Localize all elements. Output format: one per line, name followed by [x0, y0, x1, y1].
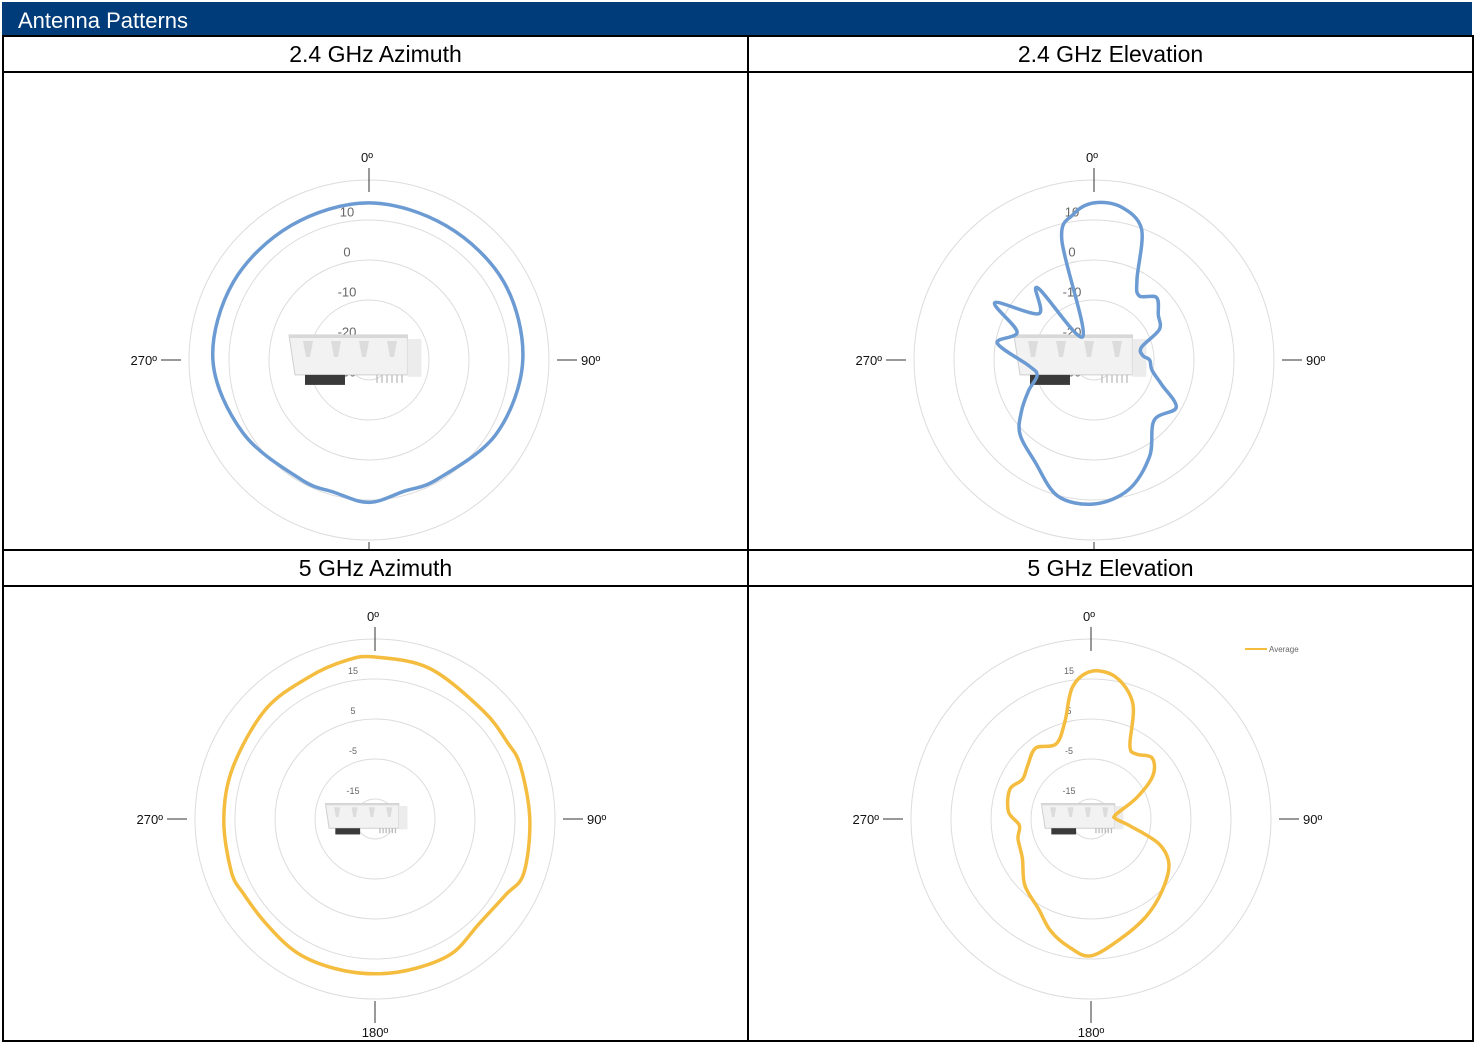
grid-ring	[950, 678, 1232, 960]
device-vent	[1050, 807, 1057, 818]
device-vent	[351, 807, 358, 818]
direction-label-180: 180º	[362, 1025, 389, 1040]
grid-ring	[268, 259, 470, 461]
direction-label-270: 270º	[137, 812, 164, 827]
device-side-heatsink	[1114, 805, 1124, 830]
grid-ring	[1030, 758, 1152, 880]
device-vent	[1028, 341, 1038, 357]
polar-chart-2g-elevation: 100-10-20-300º90º180º270º	[856, 150, 1325, 549]
antenna-patterns-table: 2.4 GHz Azimuth 2.4 GHz Elevation 10 0 -10…	[2, 35, 1474, 1042]
polar-chart-2g-azimuth: 100-10-20-300º90º180º270º	[131, 150, 600, 549]
radial-tick-label: -10	[338, 285, 357, 300]
polar-chart-5g-elevation: 155-5-15-250º90º180º270ºAverage	[853, 609, 1323, 1040]
radial-tick-label: -5	[1065, 746, 1073, 756]
device-vent	[387, 341, 397, 357]
plot-cell-2g-elevation: 100-10-20-300º90º180º270º	[747, 71, 1474, 551]
direction-label-90: 90º	[1303, 812, 1322, 827]
device-vent	[1084, 341, 1094, 357]
grid-ring	[314, 758, 436, 880]
legend-label: Average	[1269, 645, 1299, 654]
device-side-heatsink	[1132, 339, 1147, 377]
polar-chart-5g-azimuth: 155-5-15-250º90º180º270º	[137, 609, 607, 1040]
device-connector-block	[335, 828, 361, 835]
device-vent	[331, 341, 341, 357]
direction-label-90: 90º	[1306, 353, 1325, 368]
radial-tick-label: 0	[1068, 245, 1075, 260]
direction-label-90: 90º	[587, 812, 606, 827]
pattern-line	[210, 201, 525, 505]
radial-tick-label: 5	[1066, 706, 1071, 716]
radial-tick-label: 0	[343, 245, 350, 260]
grid-ring	[990, 718, 1192, 920]
grid-ring	[274, 718, 476, 920]
direction-label-270: 270º	[856, 353, 883, 368]
direction-label-0: 0º	[361, 150, 373, 165]
direction-label-90: 90º	[581, 353, 600, 368]
plot-cell-5g-azimuth: 155-5-15-250º90º180º270º	[2, 585, 749, 1042]
radial-tick-label: -15	[1062, 786, 1075, 796]
panel-title-5g-elevation: 5 GHz Elevation	[747, 549, 1474, 587]
direction-label-180: 180º	[1078, 1025, 1105, 1040]
pattern-line	[1005, 669, 1171, 958]
direction-label-270: 270º	[131, 353, 158, 368]
device-vent	[334, 807, 341, 818]
section-header: Antenna Patterns	[2, 2, 1472, 35]
device-top-edge	[289, 335, 408, 338]
device-vent	[386, 807, 393, 818]
plot-cell-2g-azimuth: 100-10-20-300º90º180º270º	[2, 71, 749, 551]
radial-tick-label: 15	[348, 666, 358, 676]
device-top-edge	[1041, 803, 1115, 806]
panel-title-2g-elevation: 2.4 GHz Elevation	[747, 35, 1474, 73]
grid-ring	[993, 259, 1195, 461]
radial-tick-label: 10	[1065, 205, 1079, 220]
plot-cell-5g-elevation: 155-5-15-250º90º180º270ºAverage	[747, 585, 1474, 1042]
panel-title-5g-azimuth: 5 GHz Azimuth	[2, 549, 749, 587]
radial-tick-label: 10	[340, 205, 354, 220]
device-vent	[1102, 807, 1109, 818]
direction-label-0: 0º	[1086, 150, 1098, 165]
direction-label-270: 270º	[853, 812, 880, 827]
device-vent	[1112, 341, 1122, 357]
device-top-edge	[1014, 335, 1133, 338]
radial-tick-label: 5	[350, 706, 355, 716]
access-point-device-image	[1040, 803, 1124, 835]
panel-title-2g-azimuth: 2.4 GHz Azimuth	[2, 35, 749, 73]
device-side-heatsink	[407, 339, 422, 377]
device-vent	[359, 341, 369, 357]
access-point-device-image	[324, 803, 408, 835]
device-vent	[1067, 807, 1074, 818]
grid-ring	[234, 678, 516, 960]
grid-ring	[953, 219, 1235, 501]
device-connector-block	[1051, 828, 1077, 835]
access-point-device-image	[1013, 334, 1147, 385]
access-point-device-image	[288, 334, 422, 385]
device-vent	[1084, 807, 1091, 818]
device-side-heatsink	[398, 805, 408, 830]
direction-label-0: 0º	[1083, 609, 1095, 624]
grid-ring	[228, 219, 510, 501]
device-vent	[303, 341, 313, 357]
direction-label-0: 0º	[367, 609, 379, 624]
radial-tick-label: -5	[349, 746, 357, 756]
device-connector-block	[1030, 374, 1070, 385]
device-vent	[1056, 341, 1066, 357]
pattern-line	[222, 654, 532, 976]
radial-tick-label: 15	[1064, 666, 1074, 676]
device-connector-block	[305, 374, 345, 385]
pattern-line	[992, 200, 1178, 507]
device-top-edge	[325, 803, 399, 806]
radial-tick-label: -15	[346, 786, 359, 796]
device-vent	[368, 807, 375, 818]
